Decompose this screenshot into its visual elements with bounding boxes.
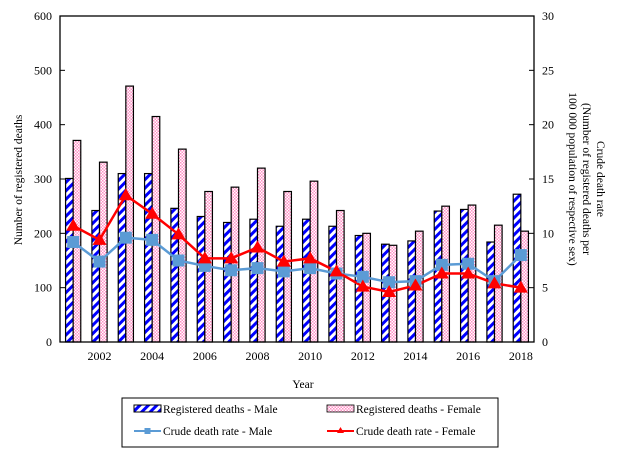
right-axis: 0 5 10 15 20 25 30 (529, 9, 554, 349)
marker-male-rate-2018 (514, 249, 527, 262)
marker-male-rate-2016 (462, 257, 475, 270)
bar-male-2018 (512, 193, 522, 343)
marker-female-rate-2008 (250, 240, 265, 253)
marker-female-rate-2012 (355, 279, 370, 292)
marker-male-rate-2003 (119, 231, 132, 244)
right-axis-title-line-2: (Number of registered deaths per (580, 103, 592, 255)
left-tick-label: 0 (46, 335, 52, 349)
bar-female-2005 (177, 148, 187, 343)
marker-male-rate-2002 (93, 255, 106, 268)
marker-male-rate-2005 (172, 254, 185, 267)
marker-female-rate-2004 (145, 206, 160, 219)
left-axis-title: Number of registered deaths (13, 114, 25, 245)
line-female-rate (72, 193, 522, 294)
bar-male-2002 (91, 209, 101, 343)
left-tick-label: 300 (34, 172, 52, 186)
marker-male-rate-2007 (225, 264, 238, 277)
right-tick-label: 10 (542, 226, 554, 240)
right-tick-label: 15 (542, 172, 554, 186)
x-axis-title: Year (292, 379, 313, 391)
right-axis-title: Crude death rate (Number of registered d… (566, 92, 606, 266)
legend-marker-male-rate (144, 428, 151, 434)
bars-layer (64, 85, 530, 343)
marker-female-rate-2016 (461, 266, 476, 279)
bar-male-2011 (328, 225, 338, 343)
x-axis: 2002 2004 2006 2008 2010 2012 2014 2016 2018 (88, 349, 533, 363)
marker-female-rate-2006 (197, 251, 212, 264)
legend-box (121, 397, 499, 448)
x-tick-label: 2004 (140, 349, 164, 363)
legend-label-female-bar: Registered deaths - Female (356, 404, 481, 416)
bar-male-2004 (143, 172, 153, 343)
left-tick-label: 600 (34, 9, 52, 23)
x-tick-label: 2006 (193, 349, 217, 363)
bar-male-2008 (249, 218, 259, 343)
bar-male-2017 (486, 241, 496, 343)
bar-male-2010 (301, 218, 311, 343)
legend: Registered deaths - Male Registered deat… (121, 397, 499, 448)
x-tick-label: 2018 (509, 349, 533, 363)
x-tick-label: 2016 (456, 349, 480, 363)
bar-male-2006 (196, 215, 206, 343)
bar-male-2001 (64, 177, 74, 343)
marker-female-rate-2017 (487, 276, 502, 289)
marker-female-rate-2013 (382, 285, 397, 298)
marker-female-rate-2003 (118, 188, 133, 201)
right-tick-label: 20 (542, 118, 554, 132)
marker-male-rate-2010 (304, 262, 317, 275)
bar-male-2007 (222, 221, 232, 343)
right-axis-title-line-1: Crude death rate (594, 141, 606, 217)
x-tick-label: 2008 (246, 349, 270, 363)
x-tick-label: 2012 (351, 349, 375, 363)
left-tick-label: 400 (34, 118, 52, 132)
marker-female-rate-2007 (224, 251, 239, 264)
marker-male-rate-2013 (383, 276, 396, 289)
marker-female-rate-2009 (276, 254, 291, 267)
marker-female-rate-2010 (303, 251, 318, 264)
bar-female-2002 (98, 161, 108, 343)
marker-male-rate-2012 (356, 270, 369, 283)
x-tick-label: 2002 (88, 349, 112, 363)
marker-male-rate-2008 (251, 262, 264, 275)
legend-swatch-female-bar (326, 404, 355, 413)
bar-female-2003 (125, 85, 135, 343)
x-tick-label: 2014 (404, 349, 428, 363)
bar-male-2009 (275, 225, 285, 343)
legend-marker-female-rate (337, 427, 344, 433)
marker-male-rate-2004 (146, 233, 159, 246)
x-tick-label: 2010 (298, 349, 322, 363)
left-axis: 0 100 200 300 400 500 600 (34, 9, 65, 349)
marker-female-rate-2002 (92, 232, 107, 245)
bar-female-2004 (151, 115, 161, 343)
right-tick-label: 25 (542, 63, 554, 77)
marker-female-rate-2001 (66, 218, 81, 231)
marker-female-rate-2015 (434, 266, 449, 279)
left-tick-label: 100 (34, 281, 52, 295)
right-tick-label: 0 (542, 335, 548, 349)
lines-layer (66, 188, 528, 298)
right-axis-title-line-3: 100 000 population of respective sex) (566, 92, 578, 266)
legend-swatch-male-bar (133, 404, 162, 413)
marker-male-rate-2001 (67, 236, 80, 249)
left-tick-label: 500 (34, 63, 52, 77)
marker-female-rate-2005 (171, 227, 186, 240)
marker-female-rate-2018 (513, 280, 528, 293)
right-tick-label: 30 (542, 9, 554, 23)
marker-male-rate-2015 (435, 258, 448, 271)
marker-male-rate-2009 (277, 265, 290, 278)
left-tick-label: 200 (34, 226, 52, 240)
marker-female-rate-2014 (408, 278, 423, 291)
legend-label-male-rate: Crude death rate - Male (163, 426, 272, 438)
legend-label-male-bar: Registered deaths - Male (163, 404, 278, 416)
bar-male-2014 (407, 240, 417, 343)
bar-female-2008 (256, 167, 266, 343)
right-tick-label: 5 (542, 281, 548, 295)
legend-label-female-rate: Crude death rate - Female (356, 426, 475, 438)
marker-female-rate-2011 (329, 264, 344, 277)
